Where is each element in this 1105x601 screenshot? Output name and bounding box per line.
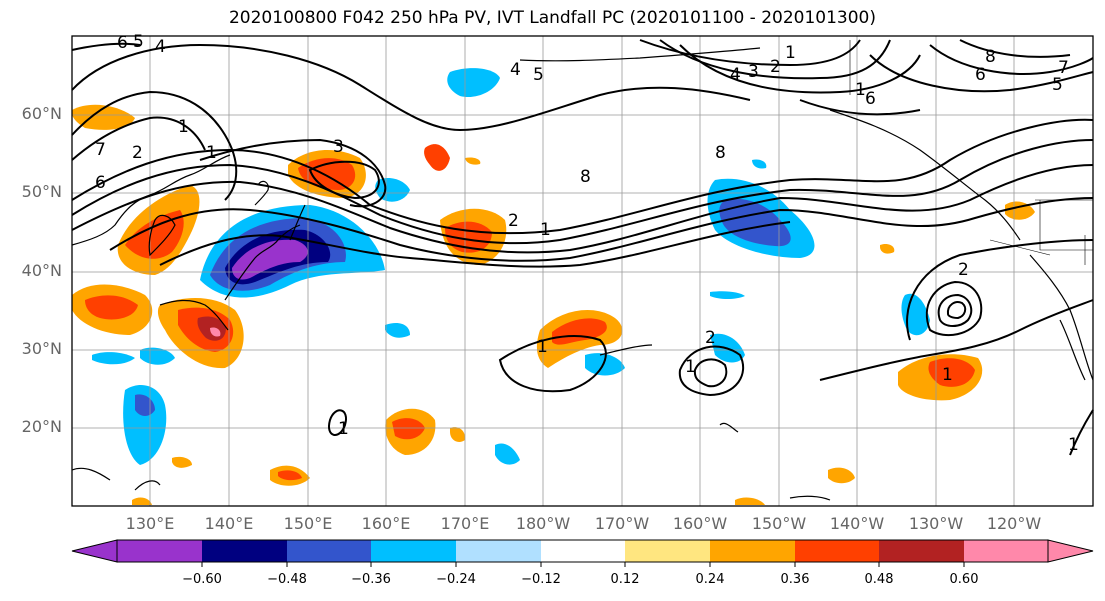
contour-label: 1 <box>206 143 217 163</box>
colorbar-tick-label: 0.60 <box>949 572 979 587</box>
contour-label: 2 <box>508 211 519 231</box>
map-title: 2020100800 F042 250 hPa PV, IVT Landfall… <box>228 8 876 28</box>
colorbar-tick-label: 0.24 <box>695 572 725 587</box>
contour-label: 2 <box>132 143 143 163</box>
graticule <box>72 36 1093 506</box>
lon-label: 160°E <box>361 514 411 533</box>
contour-label: 6 <box>95 173 106 193</box>
contour-label: 3 <box>748 62 759 82</box>
colorbar-segment <box>795 540 880 562</box>
colorbar-tick-label: −0.36 <box>351 572 391 587</box>
political-borders <box>849 40 1093 265</box>
lon-label: 140°W <box>829 514 885 533</box>
contour-label: 3 <box>333 137 344 157</box>
coastlines <box>71 47 1094 501</box>
contour-label: 7 <box>1058 58 1069 78</box>
lat-label: 40°N <box>21 261 62 280</box>
contour-label: 4 <box>510 60 521 80</box>
colorbar-segment <box>371 540 456 562</box>
lon-label: 160°W <box>672 514 728 533</box>
contour-label: 5 <box>533 65 544 85</box>
lon-label: 120°W <box>986 514 1042 533</box>
contour-label: 6 <box>975 65 986 85</box>
lon-label: 130°W <box>908 514 964 533</box>
contour-label: 6 <box>117 33 128 53</box>
colorbar-extend-low <box>71 539 118 563</box>
colorbar-tick-label: 0.36 <box>780 572 810 587</box>
contour-label: 1 <box>178 117 189 137</box>
lon-label: 150°E <box>283 514 333 533</box>
contour-label: 2 <box>770 57 781 77</box>
lat-label: 20°N <box>21 417 62 436</box>
contour-label: 1 <box>540 220 551 240</box>
lon-label: 150°W <box>751 514 807 533</box>
colorbar-segment <box>117 540 202 562</box>
colorbar-segment <box>541 540 626 562</box>
colorbar-segment <box>456 540 541 562</box>
contour-label: 8 <box>985 47 996 67</box>
contour-label: 2 <box>705 328 716 348</box>
contour-label: 1 <box>338 419 349 439</box>
lon-label: 170°E <box>440 514 490 533</box>
lon-label: 140°E <box>204 514 254 533</box>
contour-label: 8 <box>715 143 726 163</box>
contour-label: 6 <box>865 89 876 109</box>
lat-label: 60°N <box>21 104 62 123</box>
contour-label: 4 <box>730 65 741 85</box>
lat-label: 50°N <box>21 182 62 201</box>
lon-label: 180°W <box>515 514 571 533</box>
colorbar <box>71 539 1094 567</box>
colorbar-tick-label: 0.48 <box>864 572 894 587</box>
colorbar-tick-label: −0.12 <box>521 572 561 587</box>
colorbar-tick-label: 0.12 <box>610 572 640 587</box>
colorbar-extend-high <box>1047 539 1094 563</box>
lat-label: 30°N <box>21 339 62 358</box>
lon-label: 170°W <box>594 514 650 533</box>
contour-label: 1 <box>855 80 866 100</box>
ivt-contours <box>71 39 1094 456</box>
colorbar-tick-label: −0.60 <box>182 572 222 587</box>
contour-label: 5 <box>1052 75 1063 95</box>
colorbar-segment <box>625 540 710 562</box>
colorbar-segment <box>710 540 795 562</box>
contour-label: 1 <box>685 357 696 377</box>
colorbar-tick-label: −0.48 <box>267 572 307 587</box>
contour-label: 1 <box>537 337 548 357</box>
colorbar-tick-label: −0.24 <box>436 572 476 587</box>
contour-label: 7 <box>95 140 106 160</box>
colorbar-segment <box>879 540 964 562</box>
contour-label: 1 <box>942 365 953 385</box>
colorbar-segment <box>287 540 372 562</box>
contour-label: 2 <box>958 260 969 280</box>
lon-label: 130°E <box>125 514 175 533</box>
contour-label: 1 <box>1068 435 1079 455</box>
contour-label: 1 <box>785 43 796 63</box>
contour-label: 8 <box>580 167 591 187</box>
contour-label: 5 <box>133 32 144 52</box>
map-frame <box>71 35 1094 507</box>
contour-label: 4 <box>155 37 166 57</box>
colorbar-segment <box>202 540 287 562</box>
colorbar-segment <box>964 540 1048 562</box>
